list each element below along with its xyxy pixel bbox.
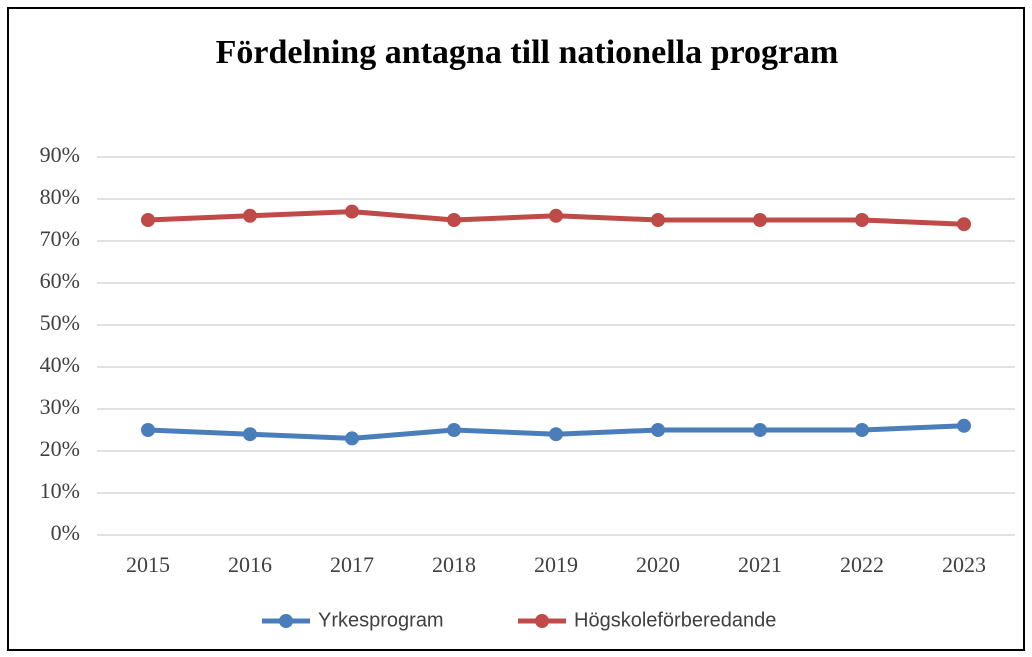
data-point	[855, 213, 869, 227]
x-tick-label: 2020	[636, 552, 680, 577]
data-point	[141, 423, 155, 437]
legend-label: Yrkesprogram	[318, 609, 444, 631]
data-point	[549, 208, 563, 223]
legend-label: Högskoleförberedande	[574, 609, 776, 631]
data-point	[855, 423, 869, 437]
data-point	[141, 213, 155, 227]
x-tick-label: 2023	[942, 552, 986, 577]
x-tick-label: 2022	[840, 552, 884, 577]
data-point	[651, 423, 665, 437]
y-tick-label: 80%	[40, 184, 80, 209]
y-tick-label: 50%	[40, 310, 80, 335]
x-tick-label: 2016	[228, 552, 272, 577]
y-tick-label: 60%	[40, 268, 80, 293]
data-point	[549, 427, 563, 442]
y-tick-label: 20%	[40, 436, 80, 461]
data-point	[243, 427, 257, 442]
data-point	[957, 217, 971, 232]
x-tick-label: 2021	[738, 552, 782, 577]
x-tick-label: 2017	[330, 552, 374, 577]
data-point	[651, 213, 665, 227]
y-tick-label: 30%	[40, 394, 80, 419]
data-point	[957, 418, 971, 433]
data-point	[243, 208, 257, 223]
legend-marker	[535, 614, 549, 628]
chart-frame	[7, 7, 1025, 651]
data-point	[345, 204, 359, 219]
y-tick-label: 40%	[40, 352, 80, 377]
y-tick-label: 90%	[40, 142, 80, 167]
data-point	[345, 431, 359, 446]
y-tick-label: 0%	[51, 520, 80, 545]
x-tick-label: 2019	[534, 552, 578, 577]
chart-title: Fördelning antagna till nationella progr…	[216, 34, 839, 71]
data-point	[447, 213, 461, 227]
data-point	[753, 423, 767, 437]
x-tick-label: 2015	[126, 552, 170, 577]
y-tick-label: 10%	[40, 478, 80, 503]
legend-marker	[279, 614, 293, 628]
y-tick-label: 70%	[40, 226, 80, 251]
data-point	[447, 423, 461, 437]
x-tick-label: 2018	[432, 552, 476, 577]
data-point	[753, 213, 767, 227]
